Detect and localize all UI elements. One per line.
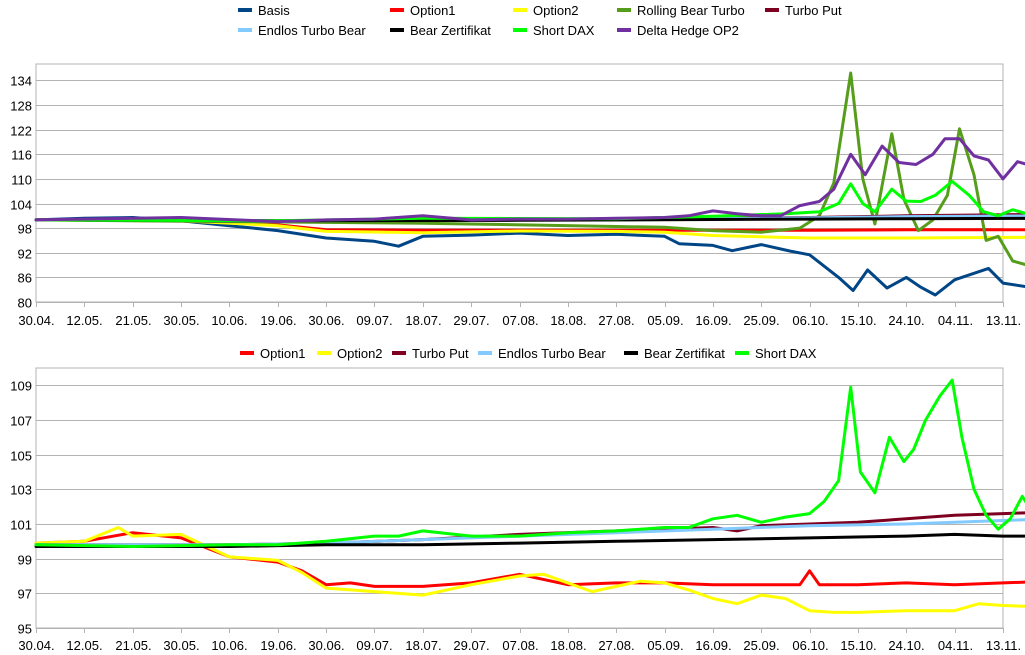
x-tick-label: 21.05. (115, 313, 151, 328)
y-tick-label: 105 (10, 449, 32, 464)
x-tick-label: 18.08. (550, 638, 586, 653)
y-tick-label: 98 (18, 222, 32, 237)
legend-label-option2: Option2 (533, 3, 579, 18)
series-line-rolling-bear-turbo (34, 71, 1025, 267)
legend-label-short-dax: Short DAX (755, 346, 817, 361)
y-tick-label: 104 (10, 198, 32, 213)
x-tick-label: 06.10. (792, 638, 828, 653)
x-tick-label: 24.10. (888, 313, 924, 328)
x-tick-label: 05.09. (647, 313, 683, 328)
x-tick-label: 18.07. (405, 638, 441, 653)
x-tick-label: 30.04. (18, 313, 54, 328)
series-line-short-dax (34, 378, 1025, 548)
x-tick-label: 25.09. (743, 638, 779, 653)
plot-area (35, 367, 1004, 629)
legend-label-bear-zertifikat: Bear Zertifikat (410, 23, 491, 38)
x-tick-label: 29.07. (453, 638, 489, 653)
x-tick-label: 09.07. (356, 313, 392, 328)
legend-label-option2: Option2 (337, 346, 383, 361)
series-line-delta-hedge-op2 (34, 137, 1025, 224)
y-tick-label: 110 (11, 173, 32, 188)
x-tick-label: 27.08. (598, 638, 634, 653)
series-line-bear-zertifikat (34, 532, 1025, 548)
x-tick-label: 24.10. (888, 638, 924, 653)
legend-label-basis: Basis (258, 3, 290, 18)
y-tick-label: 107 (10, 414, 32, 429)
y-tick-label: 101 (10, 518, 32, 533)
x-tick-label: 13.11. (986, 313, 1021, 328)
x-tick-label: 07.08. (502, 313, 538, 328)
x-tick-label: 09.07. (356, 638, 392, 653)
x-tick-label: 10.06. (211, 313, 247, 328)
y-tick-label: 86 (18, 271, 32, 286)
x-tick-label: 27.08. (598, 313, 634, 328)
x-tick-label: 15.10. (840, 313, 876, 328)
chart-bottom: 95 97 99 101 103 105 107 109 30.04. 12.05. 21.05. 3… (10, 346, 1025, 653)
x-tick-label: 30.06. (308, 313, 344, 328)
legend-label-rolling-bear-turbo: Rolling Bear Turbo (637, 3, 745, 18)
y-tick-label: 97 (18, 587, 32, 602)
series-line-option2 (34, 526, 1025, 614)
series-group (34, 378, 1025, 614)
y-tick-label: 103 (10, 483, 32, 498)
x-tick-label: 06.10. (792, 313, 828, 328)
y-tick-label: 92 (18, 247, 32, 262)
x-tick-label: 12.05. (66, 313, 102, 328)
x-tick-label: 05.09. (647, 638, 683, 653)
x-tick-label: 19.06. (260, 638, 296, 653)
y-tick-label: 128 (10, 99, 32, 114)
x-tick-label: 30.04. (18, 638, 54, 653)
x-tick-label: 18.08. (550, 313, 586, 328)
x-tick-label: 21.05. (115, 638, 151, 653)
y-tick-label: 122 (10, 124, 32, 139)
x-tick-label: 12.05. (66, 638, 102, 653)
y-tick-label: 99 (18, 553, 32, 568)
x-tick-label: 30.05. (163, 313, 199, 328)
gridlines (36, 80, 1003, 303)
x-tick-label: 13.11. (986, 638, 1021, 653)
x-tick-label: 19.06. (260, 313, 296, 328)
legend-label-option1: Option1 (410, 3, 456, 18)
y-tick-label: 95 (18, 622, 32, 637)
series-line-basis (34, 216, 1025, 297)
x-tick-label: 10.06. (211, 638, 247, 653)
legend-label-endlos-turbo-bear: Endlos Turbo Bear (498, 346, 606, 361)
series-line-option2 (34, 218, 1025, 240)
y-tick-label: 109 (10, 379, 32, 394)
x-tick-label: 30.05. (163, 638, 199, 653)
legend-label-delta-hedge-op2: Delta Hedge OP2 (637, 23, 739, 38)
legend-label-short-dax: Short DAX (533, 23, 595, 38)
x-tick-label: 25.09. (743, 313, 779, 328)
gridlines (36, 385, 1003, 629)
x-tick-label: 18.07. (405, 313, 441, 328)
legend: Basis Option1 Option2 Rolling Bear Turbo Tur… (238, 3, 842, 38)
x-tick-label: 15.10. (840, 638, 876, 653)
legend-label-bear-zertifikat: Bear Zertifikat (644, 346, 725, 361)
x-tick-label: 04.11. (938, 638, 973, 653)
x-tick-label: 30.06. (308, 638, 344, 653)
x-tick-label: 16.09. (695, 638, 731, 653)
legend: Option1 Option2 Turbo Put Endlos Turbo Bear… (240, 346, 817, 361)
x-tick-label: 29.07. (453, 313, 489, 328)
legend-label-turbo-put: Turbo Put (412, 346, 469, 361)
x-tick-label: 16.09. (695, 313, 731, 328)
chart-top: 80 86 92 98 104 110 116 122 128 134 30.04. 12.05. 21… (10, 3, 1025, 328)
y-tick-label: 134 (10, 74, 32, 89)
legend-label-option1: Option1 (260, 346, 306, 361)
x-tick-label: 04.11. (938, 313, 973, 328)
legend-label-endlos-turbo-bear: Endlos Turbo Bear (258, 23, 366, 38)
legend-label-turbo-put: Turbo Put (785, 3, 842, 18)
series-group (34, 71, 1025, 297)
y-tick-label: 80 (18, 296, 32, 311)
plot-area (35, 63, 1004, 303)
y-tick-label: 116 (11, 148, 32, 163)
x-tick-label: 07.08. (502, 638, 538, 653)
